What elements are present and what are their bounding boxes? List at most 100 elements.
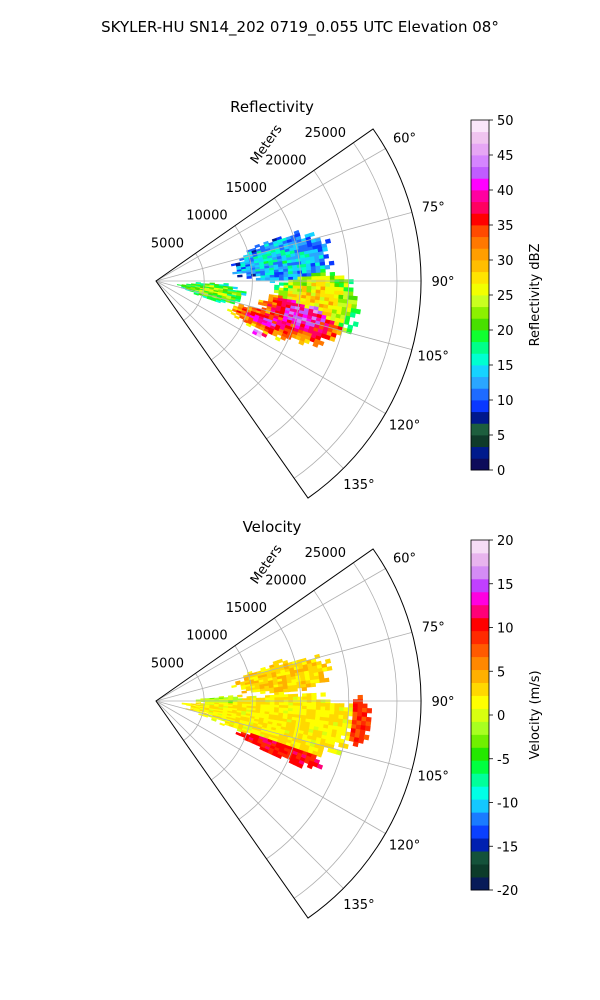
data-cell (320, 272, 326, 277)
colorbar-swatch (471, 747, 489, 761)
data-cell (305, 683, 312, 688)
data-cell (357, 707, 363, 713)
data-cell (315, 699, 322, 704)
data-cell (283, 702, 289, 706)
data-cell (324, 706, 331, 712)
data-cell (314, 678, 321, 684)
data-cell (288, 273, 294, 278)
data-cell (283, 276, 289, 281)
data-cell (315, 276, 322, 281)
data-cell (320, 289, 326, 295)
data-cell (264, 687, 270, 692)
colorbar-swatch (471, 695, 489, 709)
colorbar-swatch (471, 786, 489, 800)
colorbar-swatch (471, 864, 489, 878)
data-cell (245, 688, 252, 692)
data-cell (211, 718, 217, 722)
data-cell (301, 705, 308, 710)
data-cell (274, 274, 280, 279)
data-cell (278, 697, 285, 701)
data-cell (274, 697, 280, 701)
data-cell (315, 702, 322, 708)
colorbar-tick-label: 25 (497, 289, 514, 304)
colorbar-swatch (471, 236, 489, 249)
azimuth-gridline (155, 280, 344, 469)
data-cell (274, 694, 280, 699)
data-cell (357, 703, 363, 709)
data-cell (280, 335, 287, 341)
colorbar-swatch (471, 708, 489, 722)
range-tick-label: 15000 (226, 181, 267, 196)
colorbar-tick-label: 40 (497, 184, 514, 199)
colorbar-swatch (471, 260, 489, 273)
data-cell (348, 703, 354, 709)
range-ring (211, 225, 253, 361)
data-cell (318, 340, 325, 347)
data-cell (288, 699, 294, 704)
data-cell (306, 273, 313, 278)
data-cell (348, 287, 354, 293)
data-cell (190, 703, 197, 706)
data-cell (339, 283, 345, 288)
data-cell (311, 702, 317, 707)
data-cell (324, 286, 331, 292)
data-cell (306, 282, 313, 287)
data-cell (352, 295, 358, 302)
range-tick-label: 15000 (226, 601, 267, 616)
data-cell (297, 762, 304, 769)
colorbar-tick-label: 15 (497, 359, 514, 374)
range-tick-label: 25000 (305, 546, 346, 561)
data-cell (363, 734, 370, 741)
data-cell (186, 704, 192, 707)
data-cell (302, 276, 308, 281)
data-cell (329, 710, 335, 716)
data-cell (324, 658, 332, 664)
data-cell (334, 706, 340, 712)
azimuth-gridline (155, 700, 413, 770)
data-cell (302, 699, 308, 704)
colorbar-swatch (471, 877, 489, 891)
data-cell (288, 276, 294, 281)
azimuth-gridline (155, 212, 413, 282)
data-cell (334, 283, 340, 288)
figure-title: SKYLER-HU SN14_202 0719_0.055 UTC Elevat… (101, 18, 499, 37)
data-cell (352, 715, 358, 722)
data-cell (324, 238, 332, 244)
data-cell (260, 277, 266, 281)
data-cell (357, 694, 363, 700)
data-cell (361, 716, 367, 722)
data-cell (226, 308, 233, 313)
data-cell (297, 699, 303, 704)
azimuth-tick-label: 105° (418, 769, 449, 784)
data-cell (278, 282, 285, 286)
colorbar-swatch (471, 773, 489, 787)
colorbar-tick-label: 15 (497, 578, 514, 593)
colorbar-tick-label: 45 (497, 149, 514, 164)
data-cell (230, 263, 237, 267)
colorbar-swatch (471, 540, 489, 554)
data-cell (301, 686, 308, 692)
data-cell (343, 707, 349, 713)
data-cell (283, 694, 289, 698)
data-cell (339, 275, 345, 281)
data-cell (195, 702, 201, 705)
colorbar-swatch (471, 799, 489, 813)
colorbar-swatch (471, 578, 489, 593)
data-cell (316, 763, 324, 770)
data-cell (339, 279, 345, 284)
data-cell (193, 292, 199, 296)
data-cell (334, 275, 340, 281)
reflectivity-frame (155, 128, 422, 499)
range-ring (238, 197, 301, 400)
data-cell (343, 711, 349, 717)
data-cell (322, 246, 328, 252)
data-cell (302, 282, 308, 287)
colorbar-swatch (471, 552, 489, 567)
data-cell (319, 678, 325, 683)
data-cell (315, 279, 322, 284)
range-tick-label: 5000 (151, 656, 184, 671)
reflectivity-panel: Reflectivity 60°75°90°105°120°135°500010… (151, 98, 543, 499)
data-cell (310, 269, 317, 274)
colorbar-label: Velocity (m/s) (528, 670, 543, 759)
data-cell (195, 701, 201, 703)
